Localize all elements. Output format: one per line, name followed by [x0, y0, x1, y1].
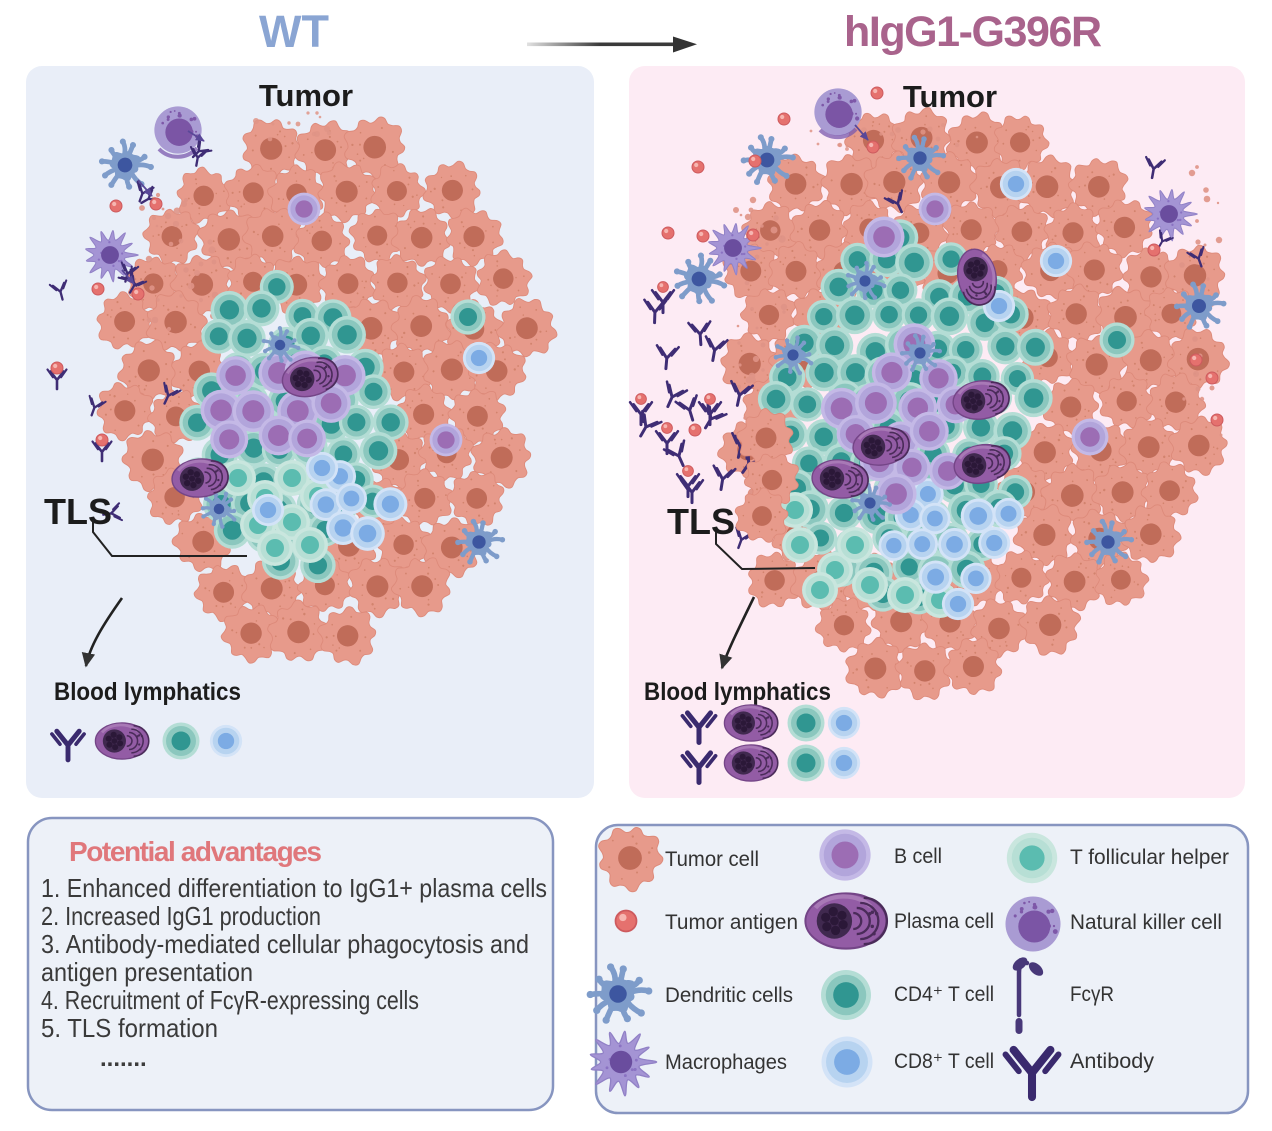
svg-text:.......: .......	[100, 1045, 147, 1072]
svg-text:CD4⁺ T cell: CD4⁺ T cell	[894, 983, 994, 1006]
svg-text:5. TLS formation: 5. TLS formation	[41, 1013, 218, 1043]
svg-text:Dendritic cells: Dendritic cells	[665, 984, 793, 1007]
svg-text:3. Antibody-mediated cellular: 3. Antibody-mediated cellular phagocytos…	[41, 929, 529, 959]
svg-text:hIgG1-G396R: hIgG1-G396R	[844, 8, 1102, 56]
svg-text:Plasma cell: Plasma cell	[894, 910, 994, 933]
svg-text:Natural killer cell: Natural killer cell	[1070, 911, 1222, 934]
svg-text:Tumor antigen: Tumor antigen	[665, 911, 798, 934]
svg-text:Tumor: Tumor	[259, 78, 353, 113]
svg-text:WT: WT	[259, 6, 329, 57]
svg-text:2. Increased IgG1 production: 2. Increased IgG1 production	[41, 901, 321, 931]
svg-text:Tumor cell: Tumor cell	[665, 848, 759, 871]
svg-text:1. Enhanced differentiation to: 1. Enhanced differentiation to IgG1+ pla…	[41, 873, 547, 903]
svg-text:FcγR: FcγR	[1070, 983, 1114, 1006]
svg-text:TLS: TLS	[667, 501, 735, 542]
svg-text:T follicular helper: T follicular helper	[1070, 846, 1229, 869]
svg-text:4. Recruitment of FcγR-express: 4. Recruitment of FcγR-expressing cells	[41, 985, 419, 1015]
svg-text:Potential advantages: Potential advantages	[69, 836, 322, 867]
svg-text:antigen presentation: antigen presentation	[41, 957, 253, 987]
svg-text:Macrophages: Macrophages	[665, 1051, 787, 1074]
svg-text:TLS: TLS	[44, 491, 112, 532]
svg-text:CD8⁺ T cell: CD8⁺ T cell	[894, 1050, 994, 1073]
svg-text:B cell: B cell	[894, 845, 942, 868]
svg-text:Antibody: Antibody	[1070, 1050, 1155, 1073]
svg-text:Tumor: Tumor	[903, 79, 997, 114]
svg-text:Blood lymphatics: Blood lymphatics	[54, 678, 241, 706]
svg-text:Blood lymphatics: Blood lymphatics	[644, 678, 831, 706]
